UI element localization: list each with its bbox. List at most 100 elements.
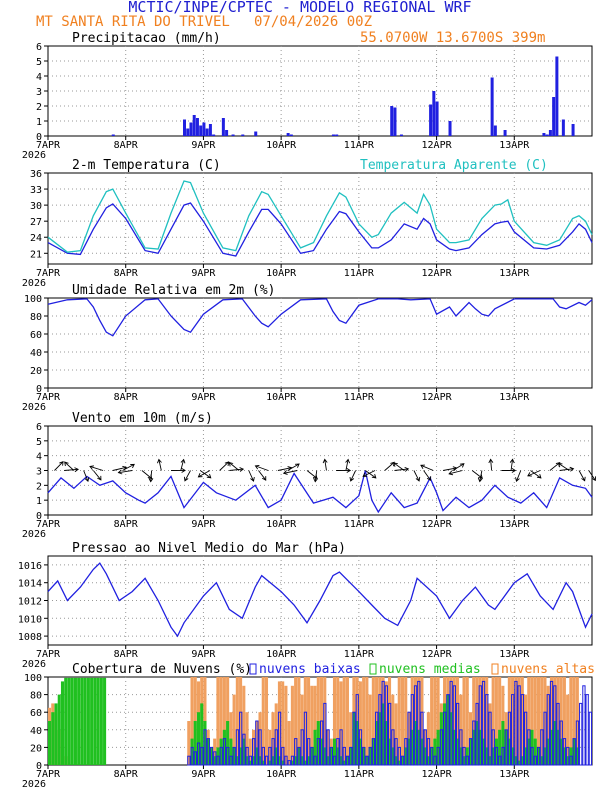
cloud-high-bar (572, 677, 576, 765)
wind-arrow-head (130, 463, 135, 469)
cloud-high-bar (368, 694, 372, 765)
cloud-mid-bar (371, 738, 375, 765)
cloud-high-bar (388, 677, 392, 765)
precip-bar (286, 133, 290, 136)
cloud-mid-bar (345, 756, 349, 765)
wind-arrow-head (64, 461, 69, 467)
cloud-high-bar (187, 721, 191, 765)
cloud-high-bar (491, 677, 495, 765)
x-tick-label: 10APR (266, 392, 297, 403)
cloud-high-bar (281, 681, 285, 765)
wind-arrow (287, 463, 300, 471)
cloud-mid-bar (86, 677, 90, 765)
cloud-low-bar (543, 711, 547, 766)
legend-label: nuvens baixas (259, 662, 361, 677)
cloud-low-bar (404, 738, 408, 766)
panel-title: 2-m Temperatura (C) (72, 158, 221, 173)
cloud-mid-bar (566, 756, 570, 765)
legend-swatch (491, 663, 499, 675)
y-tick-label: 30 (30, 201, 42, 212)
cloud-high-bar (511, 677, 515, 765)
cloud-low-bar (443, 711, 447, 766)
cloud-mid-bar (352, 712, 356, 765)
wind-arrow-head (228, 461, 234, 467)
cloud-high-bar (566, 694, 570, 765)
wind-arrow-head (591, 476, 597, 482)
cloud-mid-bar (575, 747, 579, 765)
series-line-umidade (47, 298, 593, 337)
cloud-mid-bar (80, 677, 84, 765)
cloud-low-bar (446, 694, 450, 766)
cloud-mid-bar (507, 738, 511, 765)
cloud-mid-bar (300, 756, 304, 765)
cloud-low-bar (229, 755, 233, 766)
cloud-low-bar (410, 694, 414, 766)
x-axis-year: 2026 (22, 278, 46, 289)
cloud-low-bar (255, 720, 259, 766)
cloud-high-bar (462, 677, 466, 765)
wind-arrow (180, 459, 185, 471)
precip-bar (555, 56, 559, 136)
y-tick-label: 1012 (18, 597, 42, 608)
cloud-high-bar (349, 712, 353, 765)
wind-arrow (530, 470, 542, 479)
cloud-mid-bar (556, 729, 560, 765)
wind-arrow (219, 461, 229, 471)
series-line-temperatura-aparente (47, 180, 593, 253)
cloud-mid-bar (232, 747, 236, 765)
cloud-low-bar (501, 746, 505, 766)
cloud-low-bar (222, 738, 227, 766)
wind-arrow-head (197, 473, 203, 478)
precip-bar (254, 131, 258, 136)
wind-arrow (510, 459, 514, 471)
cloud-high-bar (452, 677, 456, 765)
y-tick-label: 1008 (18, 632, 42, 643)
x-tick-label: 10APR (266, 140, 297, 151)
y-tick-label: 60 (30, 708, 42, 719)
cloud-high-bar (456, 677, 460, 765)
y-tick-label: 4 (36, 452, 42, 463)
x-tick-label: 11APR (344, 392, 375, 403)
wind-arrow (314, 470, 318, 482)
cloud-mid-bar (297, 747, 301, 765)
cloud-high-bar (420, 677, 424, 765)
cloud-low-bar (303, 711, 308, 766)
cloud-low-bar (339, 729, 343, 766)
cloud-high-bar (252, 729, 256, 765)
cloud-low-bar (407, 711, 411, 766)
wind-arrow-head (390, 461, 395, 467)
wind-arrow-head (420, 464, 425, 469)
cloud-high-bar (404, 677, 408, 765)
cloud-high-bar (527, 677, 531, 765)
panel-frame (47, 172, 593, 265)
cloud-high-bar (336, 677, 340, 765)
panel-rh: 0 20 40 60 80 100 7APR 8APR 9APR 10APR 11APR 12APR 1… (22, 283, 593, 413)
cloud-high-bar (433, 677, 437, 765)
cloud-mid-bar (488, 756, 492, 765)
panel-frame (47, 297, 593, 389)
x-tick-label: 8APR (114, 268, 139, 279)
cloud-mid-bar (226, 721, 230, 765)
cloud-high-bar (261, 677, 265, 765)
cloud-mid-bar (258, 756, 262, 765)
header-title: MCTIC/INPE/CPTEC - MODELO REGIONAL WRF (128, 0, 471, 16)
cloud-low-bar (507, 711, 512, 766)
wind-arrow-head (250, 477, 255, 482)
cloud-mid-bar (368, 747, 372, 765)
cloud-high-bar (307, 677, 311, 765)
x-tick-label: 12APR (422, 519, 453, 530)
wind-arrow-head (89, 465, 95, 470)
cloud-high-bar (297, 677, 301, 765)
wind-arrow-head (180, 458, 186, 464)
x-tick-label: 7APR (36, 649, 61, 660)
x-tick-label: 11APR (344, 769, 375, 780)
legend-label: nuvens altas (501, 662, 595, 677)
cloud-low-bar (368, 746, 372, 766)
cloud-high-bar (277, 681, 281, 765)
cloud-low-bar (336, 738, 340, 766)
cloud-low-bar (423, 729, 427, 766)
cloud-mid-bar (439, 712, 443, 765)
cloud-low-bar (349, 746, 353, 766)
precip-bar (542, 133, 546, 136)
